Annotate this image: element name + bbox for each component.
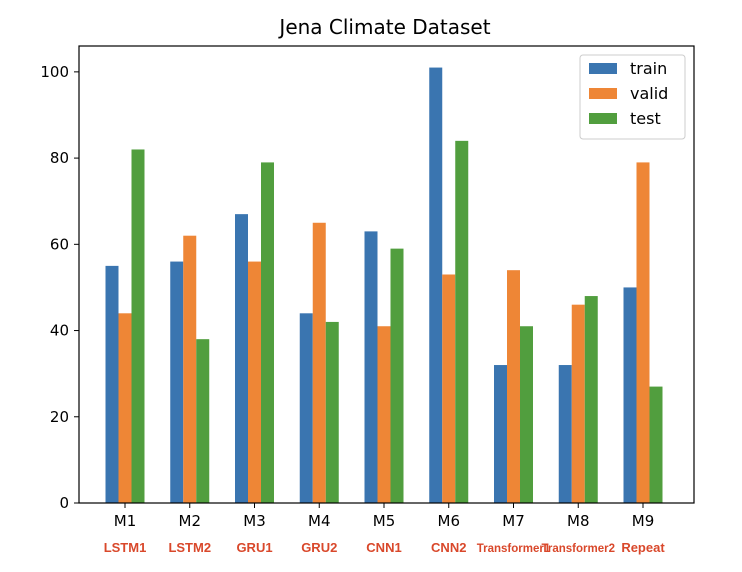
- bar-valid-m7: [507, 270, 520, 503]
- model-label-cnn1: CNN1: [366, 540, 401, 555]
- chart-title: Jena Climate Dataset: [277, 15, 490, 39]
- bar-test-m3: [261, 162, 274, 504]
- x-tick-label-m8: M8: [567, 512, 590, 530]
- bars-group: [105, 67, 663, 504]
- legend-label-valid: valid: [630, 84, 668, 103]
- bar-valid-m8: [571, 304, 585, 503]
- model-label-transformer2: Transformer2: [541, 543, 615, 555]
- legend-label-test: test: [630, 109, 661, 128]
- bar-test-m6: [455, 140, 469, 503]
- x-tick-label-m9: M9: [632, 512, 655, 530]
- bar-valid-m3: [248, 261, 261, 503]
- model-label-transformer1: Transformer1: [477, 543, 551, 555]
- model-label-gru1: GRU1: [236, 540, 272, 555]
- x-tick-label-m5: M5: [373, 512, 396, 530]
- bar-test-m5: [390, 248, 404, 503]
- model-label-gru2: GRU2: [301, 540, 337, 555]
- bar-train-m9: [623, 287, 637, 503]
- x-tick-label-m2: M2: [179, 512, 202, 530]
- bar-valid-m1: [118, 313, 132, 503]
- legend: train valid test: [579, 54, 686, 140]
- bar-test-m7: [520, 326, 533, 503]
- y-tick-label-100: 100: [40, 63, 69, 81]
- model-label-repeat: Repeat: [621, 540, 665, 555]
- bar-test-m8: [584, 296, 598, 503]
- model-label-cnn2: CNN2: [431, 540, 466, 555]
- bar-train-m1: [105, 265, 119, 503]
- bar-train-m6: [429, 67, 443, 503]
- y-tick-label-20: 20: [50, 408, 69, 426]
- bar-valid-m6: [442, 274, 456, 503]
- x-tick-label-m3: M3: [243, 512, 266, 530]
- legend-swatch-train: [589, 63, 617, 74]
- model-label-lstm1: LSTM1: [104, 540, 147, 555]
- bar-train-m4: [299, 313, 313, 503]
- bar-train-m7: [494, 365, 507, 503]
- x-tick-label-m7: M7: [502, 512, 525, 530]
- bar-train-m8: [558, 365, 572, 503]
- y-tick-label-60: 60: [50, 235, 69, 253]
- y-tick-label-40: 40: [50, 322, 69, 340]
- bar-valid-m9: [636, 162, 650, 504]
- axes-group: 0 20 40 60 80 100 M1 LSTM1 M2 LSTM2 M3 GRU1 M4 GRU2 M5…: [40, 45, 695, 555]
- x-tick-label-m6: M6: [438, 512, 461, 530]
- legend-swatch-test: [589, 113, 617, 124]
- bar-test-m1: [131, 149, 145, 504]
- bar-train-m5: [364, 231, 378, 504]
- bar-test-m9: [649, 386, 663, 503]
- legend-label-train: train: [630, 59, 667, 78]
- y-tick-label-0: 0: [59, 494, 69, 512]
- legend-swatch-valid: [589, 88, 617, 99]
- x-tick-label-m1: M1: [114, 512, 137, 530]
- x-tick-label-m4: M4: [308, 512, 331, 530]
- y-tick-label-80: 80: [50, 149, 69, 167]
- bar-train-m2: [170, 261, 184, 503]
- bar-test-m2: [196, 339, 210, 503]
- bar-valid-m2: [183, 235, 197, 503]
- bar-valid-m4: [312, 222, 326, 503]
- bar-test-m4: [325, 321, 339, 503]
- bar-valid-m5: [377, 326, 391, 503]
- plot-frame: [78, 45, 695, 504]
- bar-train-m3: [235, 214, 248, 503]
- model-label-lstm2: LSTM2: [168, 540, 211, 555]
